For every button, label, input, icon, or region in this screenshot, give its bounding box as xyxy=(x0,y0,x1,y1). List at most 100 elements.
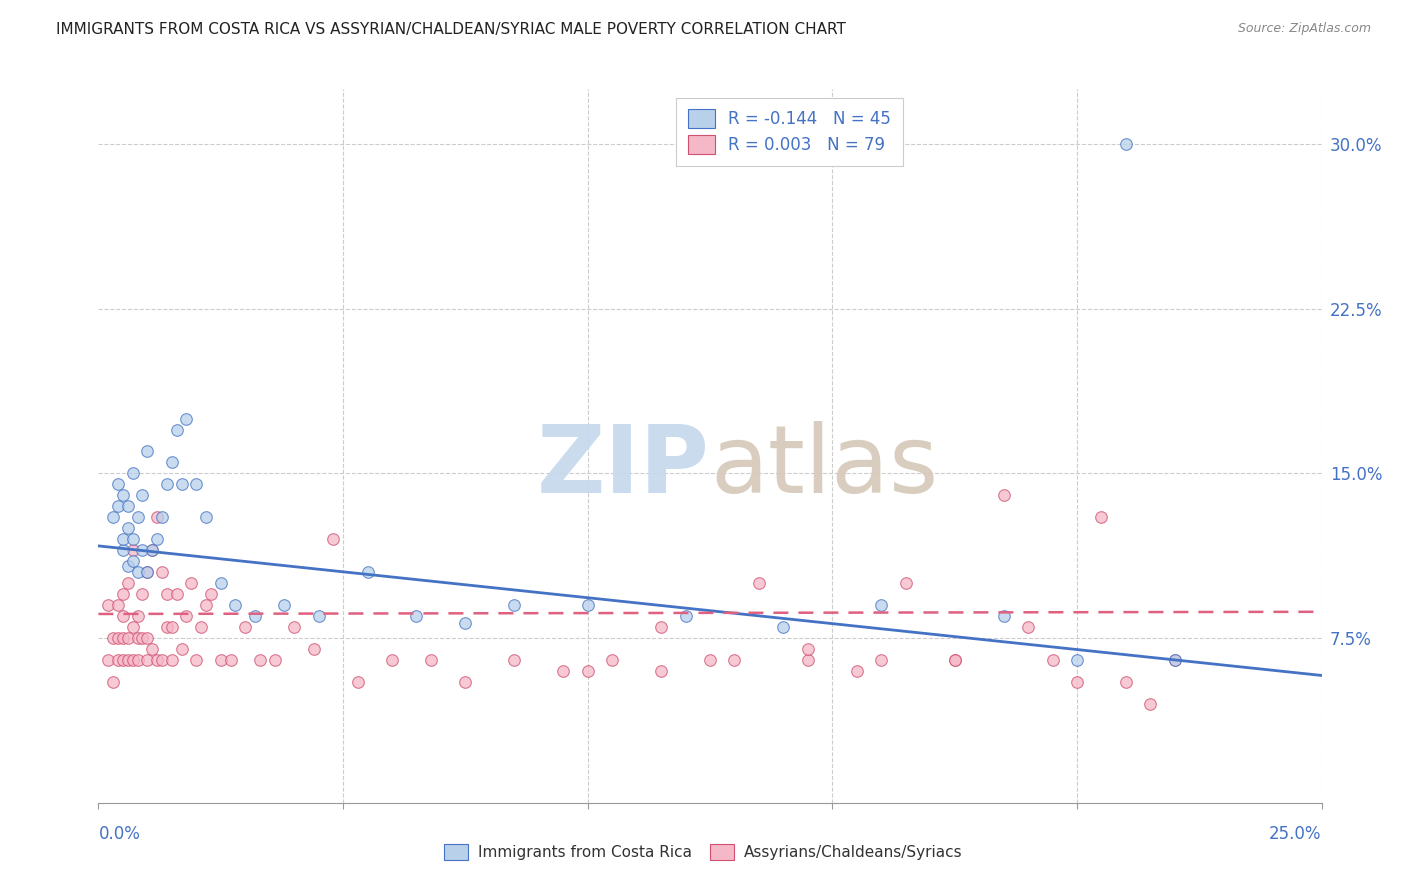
Text: 25.0%: 25.0% xyxy=(1270,825,1322,843)
Point xyxy=(136,631,159,645)
Point xyxy=(136,444,159,458)
Point xyxy=(111,609,134,624)
Point xyxy=(454,615,477,630)
Point xyxy=(553,664,575,678)
Point xyxy=(146,653,169,667)
Text: atlas: atlas xyxy=(710,421,938,514)
Point xyxy=(131,631,153,645)
Point xyxy=(107,477,129,491)
Point xyxy=(121,467,143,481)
Point xyxy=(675,609,697,624)
Point xyxy=(993,488,1015,502)
Point xyxy=(650,620,672,634)
Text: ZIP: ZIP xyxy=(537,421,710,514)
Point xyxy=(111,488,134,502)
Point xyxy=(1042,653,1064,667)
Point xyxy=(141,543,163,558)
Point xyxy=(870,598,893,612)
Point xyxy=(1139,697,1161,711)
Point xyxy=(131,488,153,502)
Point xyxy=(195,598,218,612)
Point xyxy=(273,598,295,612)
Point xyxy=(381,653,404,667)
Point xyxy=(146,510,169,524)
Point xyxy=(111,653,134,667)
Point xyxy=(111,587,134,601)
Point xyxy=(101,675,124,690)
Point xyxy=(127,566,149,580)
Point xyxy=(943,653,966,667)
Point xyxy=(195,510,218,524)
Point xyxy=(797,653,820,667)
Point xyxy=(420,653,443,667)
Point xyxy=(748,576,770,591)
Point xyxy=(121,543,143,558)
Point xyxy=(141,642,163,657)
Point xyxy=(699,653,721,667)
Point xyxy=(117,653,139,667)
Point xyxy=(111,543,134,558)
Point xyxy=(200,587,222,601)
Point xyxy=(176,609,198,624)
Point xyxy=(97,653,120,667)
Text: IMMIGRANTS FROM COSTA RICA VS ASSYRIAN/CHALDEAN/SYRIAC MALE POVERTY CORRELATION : IMMIGRANTS FROM COSTA RICA VS ASSYRIAN/C… xyxy=(56,22,846,37)
Point xyxy=(97,598,120,612)
Point xyxy=(166,423,188,437)
Point xyxy=(870,653,893,667)
Point xyxy=(101,631,124,645)
Text: 0.0%: 0.0% xyxy=(98,825,141,843)
Point xyxy=(170,477,193,491)
Point xyxy=(121,533,143,547)
Point xyxy=(136,566,159,580)
Text: Source: ZipAtlas.com: Source: ZipAtlas.com xyxy=(1237,22,1371,36)
Point xyxy=(111,533,134,547)
Point xyxy=(117,500,139,514)
Point xyxy=(894,576,917,591)
Legend: Immigrants from Costa Rica, Assyrians/Chaldeans/Syriacs: Immigrants from Costa Rica, Assyrians/Ch… xyxy=(437,838,969,866)
Point xyxy=(160,653,183,667)
Point xyxy=(209,576,232,591)
Point xyxy=(136,566,159,580)
Point xyxy=(127,653,149,667)
Point xyxy=(1164,653,1187,667)
Point xyxy=(156,587,179,601)
Point xyxy=(121,653,143,667)
Legend: R = -0.144   N = 45, R = 0.003   N = 79: R = -0.144 N = 45, R = 0.003 N = 79 xyxy=(676,97,903,166)
Point xyxy=(150,510,173,524)
Point xyxy=(170,642,193,657)
Point xyxy=(121,620,143,634)
Point xyxy=(322,533,344,547)
Point xyxy=(180,576,202,591)
Point xyxy=(219,653,242,667)
Point xyxy=(346,675,368,690)
Point xyxy=(190,620,212,634)
Point xyxy=(209,653,232,667)
Point xyxy=(797,642,820,657)
Point xyxy=(117,558,139,573)
Point xyxy=(150,653,173,667)
Point xyxy=(131,587,153,601)
Point xyxy=(121,554,143,568)
Point xyxy=(156,477,179,491)
Point xyxy=(772,620,794,634)
Point xyxy=(993,609,1015,624)
Point xyxy=(263,653,285,667)
Point xyxy=(454,675,477,690)
Point xyxy=(1090,510,1112,524)
Point xyxy=(107,598,129,612)
Point xyxy=(845,664,868,678)
Point xyxy=(1115,675,1137,690)
Point xyxy=(224,598,246,612)
Point xyxy=(156,620,179,634)
Point xyxy=(233,620,256,634)
Point xyxy=(186,653,208,667)
Point xyxy=(308,609,330,624)
Point xyxy=(1066,675,1088,690)
Point xyxy=(107,500,129,514)
Point xyxy=(107,653,129,667)
Point xyxy=(503,598,526,612)
Point xyxy=(166,587,188,601)
Point xyxy=(186,477,208,491)
Point xyxy=(141,543,163,558)
Point xyxy=(117,521,139,535)
